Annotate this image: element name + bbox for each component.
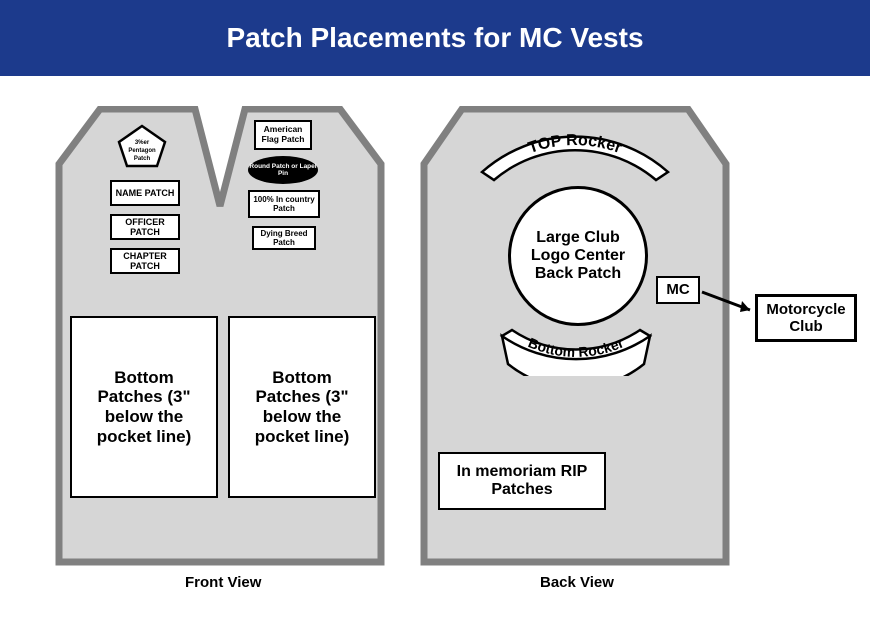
flag-patch: American Flag Patch [254,120,312,150]
officer-patch: OFFICER PATCH [110,214,180,240]
bottom-left-patch: Bottom Patches (3" below the pocket line… [70,316,218,498]
back-view-label: Back View [540,574,614,591]
svg-text:Pentagon: Pentagon [128,148,156,154]
incountry-patch: 100% In country Patch [248,190,320,218]
center-back-patch: Large Club Logo Center Back Patch [508,186,648,326]
svg-text:Patch: Patch [134,156,151,162]
front-view-label: Front View [185,574,261,591]
top-rocker: TOP Rocker [470,124,680,184]
bottom-rocker: Bottom Rocker [494,328,658,376]
diagram-stage: 3%er Pentagon Patch NAME PATCH OFFICER P… [0,76,870,624]
dying-breed-patch: Dying Breed Patch [252,226,316,250]
page-title: Patch Placements for MC Vests [0,0,870,76]
round-patch: Round Patch or Lapel Pin [248,156,318,184]
pentagon-patch: 3%er Pentagon Patch [117,124,167,168]
mc-patch: MC [656,276,700,304]
svg-text:3%er: 3%er [135,140,150,146]
name-patch: NAME PATCH [110,180,180,206]
bottom-right-patch: Bottom Patches (3" below the pocket line… [228,316,376,498]
chapter-patch: CHAPTER PATCH [110,248,180,274]
memoriam-patch: In memoriam RIP Patches [438,452,606,510]
svg-text:TOP Rocker: TOP Rocker [526,132,624,157]
motorcycle-club-callout: Motorcycle Club [755,294,857,342]
